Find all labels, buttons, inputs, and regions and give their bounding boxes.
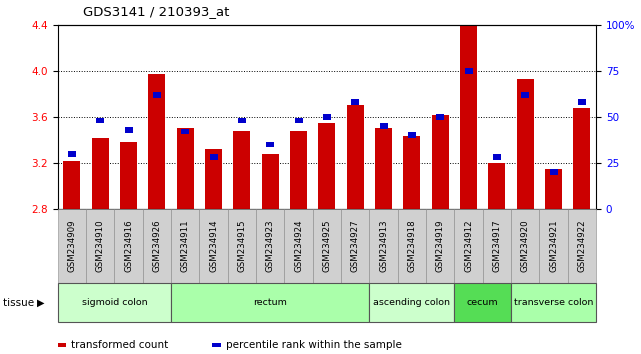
Bar xyxy=(511,283,596,322)
Bar xyxy=(483,209,511,283)
Text: cecum: cecum xyxy=(467,298,499,307)
Bar xyxy=(177,129,194,209)
Text: GSM234922: GSM234922 xyxy=(578,220,587,272)
Text: GSM234917: GSM234917 xyxy=(492,220,501,272)
Bar xyxy=(171,283,369,322)
Text: transformed count: transformed count xyxy=(71,340,169,350)
Bar xyxy=(266,142,274,147)
Bar xyxy=(426,209,454,283)
Text: GSM234912: GSM234912 xyxy=(464,220,473,272)
Bar xyxy=(460,25,477,209)
Bar xyxy=(205,149,222,209)
Bar xyxy=(398,209,426,283)
Text: GSM234915: GSM234915 xyxy=(237,220,246,272)
Bar xyxy=(96,118,104,124)
Bar xyxy=(517,79,534,209)
Bar xyxy=(403,136,420,209)
Text: GSM234926: GSM234926 xyxy=(153,220,162,272)
Bar xyxy=(171,209,199,283)
Bar xyxy=(114,209,143,283)
Text: sigmoid colon: sigmoid colon xyxy=(81,298,147,307)
Text: rectum: rectum xyxy=(253,298,287,307)
Text: GSM234924: GSM234924 xyxy=(294,220,303,272)
Bar xyxy=(233,131,251,209)
Text: ▶: ▶ xyxy=(37,298,45,308)
Text: GSM234920: GSM234920 xyxy=(520,220,529,272)
Bar xyxy=(432,115,449,209)
Text: GSM234921: GSM234921 xyxy=(549,220,558,272)
Bar xyxy=(341,209,369,283)
Bar xyxy=(210,154,217,160)
Bar xyxy=(351,99,359,105)
Bar xyxy=(58,209,86,283)
Bar xyxy=(465,68,472,74)
Bar xyxy=(63,161,80,209)
Bar xyxy=(375,129,392,209)
Bar xyxy=(574,108,590,209)
Bar xyxy=(521,92,529,98)
Bar xyxy=(488,163,506,209)
Text: GSM234910: GSM234910 xyxy=(96,220,104,272)
Bar xyxy=(58,283,171,322)
Text: GSM234923: GSM234923 xyxy=(266,220,275,272)
Bar xyxy=(86,209,114,283)
Bar xyxy=(143,209,171,283)
Bar xyxy=(493,154,501,160)
Bar xyxy=(228,209,256,283)
Bar xyxy=(545,169,562,209)
Bar xyxy=(181,129,189,135)
Bar xyxy=(549,169,558,175)
Text: percentile rank within the sample: percentile rank within the sample xyxy=(226,340,401,350)
Bar xyxy=(256,209,285,283)
Bar xyxy=(313,209,341,283)
Text: GSM234925: GSM234925 xyxy=(322,220,331,272)
Text: GDS3141 / 210393_at: GDS3141 / 210393_at xyxy=(83,5,229,18)
Text: tissue: tissue xyxy=(3,298,38,308)
Bar xyxy=(540,209,568,283)
Bar xyxy=(285,209,313,283)
Bar xyxy=(199,209,228,283)
Bar xyxy=(578,99,586,105)
Bar xyxy=(290,131,307,209)
Text: GSM234919: GSM234919 xyxy=(436,220,445,272)
Bar xyxy=(238,118,246,124)
Text: GSM234911: GSM234911 xyxy=(181,220,190,272)
Text: GSM234927: GSM234927 xyxy=(351,220,360,272)
Bar xyxy=(454,209,483,283)
Bar xyxy=(408,132,416,138)
Bar xyxy=(369,283,454,322)
Bar xyxy=(437,114,444,120)
Text: GSM234916: GSM234916 xyxy=(124,220,133,272)
Bar xyxy=(120,142,137,209)
Bar xyxy=(323,114,331,120)
Bar xyxy=(379,123,388,129)
Bar xyxy=(454,283,511,322)
Bar xyxy=(319,122,335,209)
Text: GSM234918: GSM234918 xyxy=(408,220,417,272)
Bar xyxy=(124,127,133,133)
Bar xyxy=(153,92,161,98)
Text: GSM234913: GSM234913 xyxy=(379,220,388,272)
Bar xyxy=(92,138,109,209)
Bar xyxy=(68,151,76,156)
Bar xyxy=(511,209,540,283)
Text: GSM234909: GSM234909 xyxy=(67,220,76,272)
Bar xyxy=(347,105,363,209)
Text: ascending colon: ascending colon xyxy=(374,298,451,307)
Bar xyxy=(262,154,279,209)
Bar xyxy=(295,118,303,124)
Text: GSM234914: GSM234914 xyxy=(209,220,218,272)
Bar xyxy=(369,209,398,283)
Text: transverse colon: transverse colon xyxy=(514,298,594,307)
Bar xyxy=(568,209,596,283)
Bar xyxy=(148,74,165,209)
